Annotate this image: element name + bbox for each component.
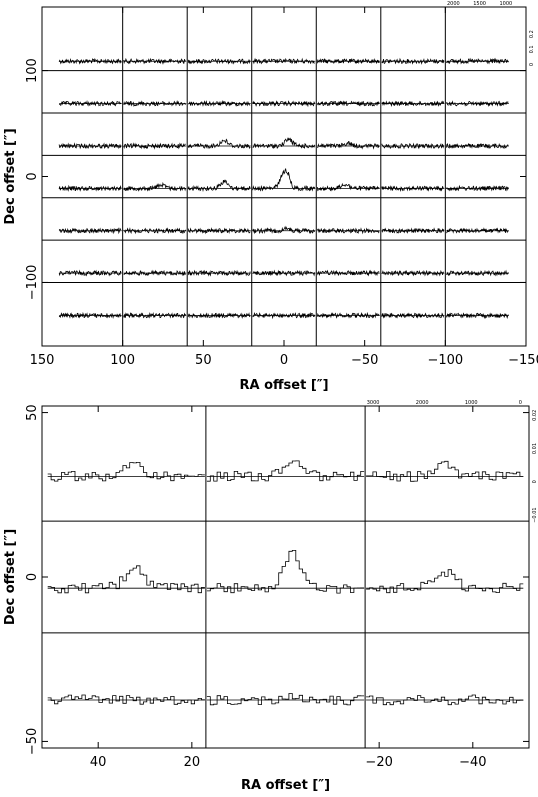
panel1-spectrum-ra0-dec-80 — [252, 269, 316, 277]
panel2-x-tick-label: −20 — [365, 755, 392, 770]
panel1-spectrum-ra-80-dec40 — [381, 142, 445, 150]
panel1-spectrum-ra-40-dec0 — [316, 182, 380, 192]
panel1-x-tick-label: −150 — [508, 353, 538, 368]
panel1-y-tick-label: 0 — [25, 172, 40, 180]
panel1-inset-velocity-label: 1500 — [473, 1, 486, 7]
panel1-spectrum-ra0-dec40 — [252, 137, 316, 149]
panel1-frame — [41, 6, 527, 347]
panel2-inset-velocity-label: 0 — [519, 400, 522, 406]
panel2-inset-intensity-label: 0 — [532, 480, 538, 483]
panel1-spectrum-ra-120-dec80 — [446, 100, 509, 108]
panel2-x-axis-title: RA offset [″] — [241, 778, 330, 793]
panel1-y-axis-title: Dec offset [″] — [3, 128, 18, 224]
panel2-y-tick-label: 50 — [25, 404, 40, 421]
panel1-spectrum-ra40-dec40 — [187, 138, 251, 150]
panel1-spectrum-ra120-dec80 — [59, 100, 122, 107]
panel1-spectrum-ra0-dec-120 — [252, 312, 316, 320]
panel1-spectrum-ra120-dec-40 — [58, 227, 122, 235]
panel1-spectrum-ra40-dec0 — [187, 179, 251, 192]
panel1-spectrum-ra120-dec120 — [58, 57, 122, 65]
panel1-spectrum-ra120-dec0 — [58, 184, 122, 192]
panel1-spectrum-ra80-dec-120 — [123, 312, 186, 319]
panel1-spectrum-ra-40-dec-80 — [316, 269, 380, 277]
panel2-x-tick-label: 20 — [184, 755, 201, 770]
panel1-x-tick-label: −50 — [351, 353, 378, 368]
panel1-inset-velocity-label: 1000 — [499, 1, 512, 7]
panel1-spectrum-ra-80-dec-80 — [381, 269, 445, 277]
panel1-spectrum-ra40-dec80 — [188, 99, 251, 107]
panel1-spectrum-ra-120-dec-120 — [445, 312, 509, 319]
panel1-spectrum-ra0-dec80 — [252, 100, 316, 108]
panel2-spectrum-ra0-dec-34 — [206, 693, 365, 706]
panel1-spectrum-ra-40-dec-40 — [316, 227, 380, 235]
panel2-inset-velocity-label: 2000 — [416, 400, 429, 406]
panel1-spectrum-ra120-dec-120 — [58, 311, 122, 319]
panel1-x-tick-label: 0 — [280, 353, 288, 368]
panel2-y-axis-title: Dec offset [″] — [3, 529, 18, 625]
panel2-inset-intensity-label: 0.01 — [532, 443, 538, 454]
panel1-spectrum-ra-120-dec-40 — [446, 227, 509, 234]
panel2-spectrum-ra-34-dec34 — [366, 460, 524, 482]
panel2-inset-intensity-label: 0.02 — [532, 410, 538, 421]
panel1-spectrum-ra80-dec0 — [123, 181, 186, 192]
panel1-x-tick-label: 150 — [30, 353, 55, 368]
panel1-inset-intensity-label: 0 — [529, 63, 535, 66]
panel1-spectrum-ra80-dec-40 — [123, 227, 186, 235]
panel1-spectrum-ra-80-dec-120 — [381, 312, 445, 319]
panel1-spectrum-ra80-dec40 — [123, 142, 186, 150]
panel1-spectrum-ra120-dec40 — [58, 142, 122, 150]
panel1-spectrum-ra-120-dec-80 — [446, 269, 509, 277]
panel1-spectrum-ra-120-dec0 — [445, 184, 509, 192]
panel2-spectrum-ra34-dec-34 — [47, 694, 205, 705]
panel1-spectrum-ra-120-dec40 — [445, 142, 509, 150]
panel2-spectrum-ra-34-dec0 — [366, 569, 524, 594]
panel1-spectrum-ra80-dec80 — [123, 99, 186, 107]
panel1-spectrum-ra-40-dec80 — [316, 100, 380, 107]
panel2-inset-velocity-label: 1000 — [465, 400, 478, 406]
panel2-x-tick-label: −40 — [459, 755, 486, 770]
panel1-x-tick-label: −100 — [427, 353, 463, 368]
panel1-spectrum-ra120-dec-80 — [58, 269, 122, 277]
panel2-inset-intensity-label: −0.01 — [532, 507, 538, 522]
panel1-spectrum-ra-80-dec80 — [381, 100, 445, 108]
panel1-y-tick-label: 100 — [25, 58, 40, 83]
panel1-spectrum-ra40-dec-120 — [187, 312, 251, 319]
panel1-spectrum-ra40-dec-40 — [187, 227, 251, 235]
panel1-y-tick-label: −100 — [25, 265, 40, 301]
panel1-x-axis-title: RA offset [″] — [239, 378, 328, 393]
panel1-spectrum-ra-40-dec-120 — [316, 311, 380, 319]
panel1-inset-velocity-label: 2000 — [447, 1, 460, 7]
panel2-y-tick-label: 0 — [25, 573, 40, 581]
panel2-spectrum-ra0-dec0 — [206, 550, 365, 594]
panel1-spectrum-ra0-dec-40 — [252, 225, 316, 235]
panel1-spectrum-ra80-dec120 — [123, 57, 186, 65]
panel2-y-tick-label: −50 — [25, 728, 40, 755]
panel1-spectrum-ra40-dec120 — [187, 58, 251, 65]
panel2-inset-velocity-label: 3000 — [367, 400, 380, 406]
panel2-frame — [41, 405, 530, 749]
panel1-spectrum-ra-80-dec-40 — [381, 227, 445, 234]
panel1-x-tick-label: 50 — [195, 353, 212, 368]
panel1-spectrum-ra-40-dec40 — [317, 140, 380, 150]
panel1-spectrum-ra0-dec0 — [252, 167, 316, 192]
panel1-spectrum-ra0-dec120 — [252, 57, 315, 65]
panel2-spectrum-ra0-dec34 — [206, 460, 365, 482]
panel2-spectrum-ra34-dec0 — [47, 565, 205, 594]
panel1-spectrum-ra80-dec-80 — [123, 269, 186, 277]
panel1-inset-intensity-label: 0.2 — [529, 30, 535, 38]
panel1-spectrum-ra-80-dec0 — [381, 185, 444, 193]
panel2-x-tick-label: 40 — [90, 755, 107, 770]
panel1-inset-intensity-label: 0.1 — [529, 45, 535, 53]
panel1-spectrum-ra-80-dec120 — [381, 57, 445, 65]
panel1-spectrum-ra-120-dec120 — [446, 57, 509, 65]
panel1-spectrum-ra40-dec-80 — [187, 269, 251, 277]
panel2-spectrum-ra-34-dec-34 — [366, 694, 524, 706]
panel2-spectrum-ra34-dec34 — [47, 462, 205, 482]
panel1-x-tick-label: 100 — [110, 353, 135, 368]
panel1-spectrum-ra-40-dec120 — [316, 57, 380, 65]
